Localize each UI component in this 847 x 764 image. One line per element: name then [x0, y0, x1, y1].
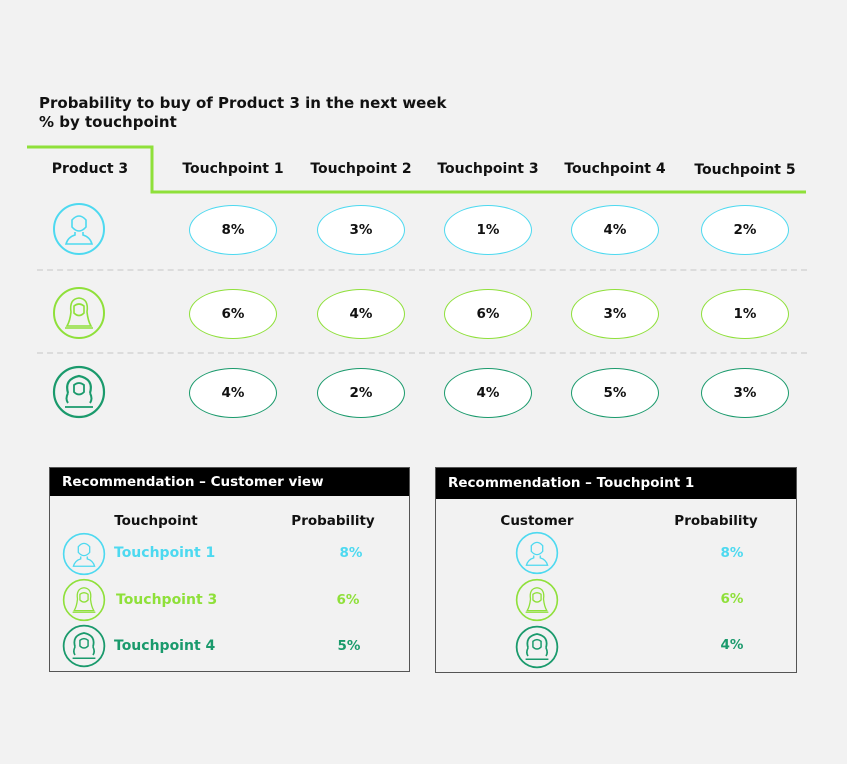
cell-r2-c2: 4%: [317, 289, 405, 339]
customer-curly-hair-icon: [62, 624, 106, 668]
cell-r2-c1: 6%: [189, 289, 277, 339]
cell-r3-c3: 4%: [444, 368, 532, 418]
corner-label: Product 3: [51, 161, 129, 177]
recommended-probability: 5%: [337, 638, 361, 654]
customer-short-hair-icon: [52, 202, 106, 256]
cell-r3-c4: 5%: [571, 368, 659, 418]
panel-heading: Recommendation – Touchpoint 1: [436, 468, 796, 499]
cell-r3-c5: 3%: [701, 368, 789, 418]
panel-column-customer: Customer: [500, 513, 574, 529]
cell-r1-c5: 2%: [701, 205, 789, 255]
row-divider: [37, 352, 807, 354]
customer-probability: 6%: [720, 591, 744, 607]
column-header-touchpoint-5: Touchpoint 5: [694, 162, 796, 178]
cell-r1-c2: 3%: [317, 205, 405, 255]
customer-curly-hair-icon: [515, 625, 559, 669]
cell-r3-c1: 4%: [189, 368, 277, 418]
cell-r2-c5: 1%: [701, 289, 789, 339]
customer-long-hair-icon: [515, 578, 559, 622]
title-line-1: Probability to buy of Product 3 in the n…: [39, 94, 447, 112]
column-header-touchpoint-4: Touchpoint 4: [564, 161, 666, 177]
customer-short-hair-icon: [515, 531, 559, 575]
recommended-probability: 8%: [339, 545, 363, 561]
cell-r1-c1: 8%: [189, 205, 277, 255]
cell-r2-c4: 3%: [571, 289, 659, 339]
customer-short-hair-icon: [62, 532, 106, 576]
row-divider: [37, 269, 807, 271]
cell-r3-c2: 2%: [317, 368, 405, 418]
column-header-touchpoint-2: Touchpoint 2: [310, 161, 412, 177]
cell-r1-c3: 1%: [444, 205, 532, 255]
customer-curly-hair-icon: [52, 365, 106, 419]
recommended-probability: 6%: [336, 592, 360, 608]
customer-long-hair-icon: [52, 286, 106, 340]
recommended-touchpoint-label: Touchpoint 3: [116, 592, 218, 608]
chart-title: Probability to buy of Product 3 in the n…: [39, 94, 447, 132]
recommended-touchpoint-label: Touchpoint 1: [114, 545, 216, 561]
recommendation-touchpoint-panel: Recommendation – Touchpoint 1 Customer P…: [435, 467, 797, 673]
title-line-2: % by touchpoint: [39, 113, 177, 131]
panel-column-touchpoint: Touchpoint: [114, 513, 198, 529]
customer-probability: 4%: [720, 637, 744, 653]
customer-long-hair-icon: [62, 578, 106, 622]
panel-column-probability: Probability: [291, 513, 375, 529]
column-header-touchpoint-3: Touchpoint 3: [437, 161, 539, 177]
recommendation-customer-panel: Recommendation – Customer view Touchpoin…: [49, 467, 410, 672]
panel-heading: Recommendation – Customer view: [50, 468, 409, 496]
cell-r1-c4: 4%: [571, 205, 659, 255]
cell-r2-c3: 6%: [444, 289, 532, 339]
recommended-touchpoint-label: Touchpoint 4: [114, 638, 216, 654]
panel-column-probability: Probability: [674, 513, 758, 529]
customer-probability: 8%: [720, 545, 744, 561]
column-header-touchpoint-1: Touchpoint 1: [182, 161, 284, 177]
